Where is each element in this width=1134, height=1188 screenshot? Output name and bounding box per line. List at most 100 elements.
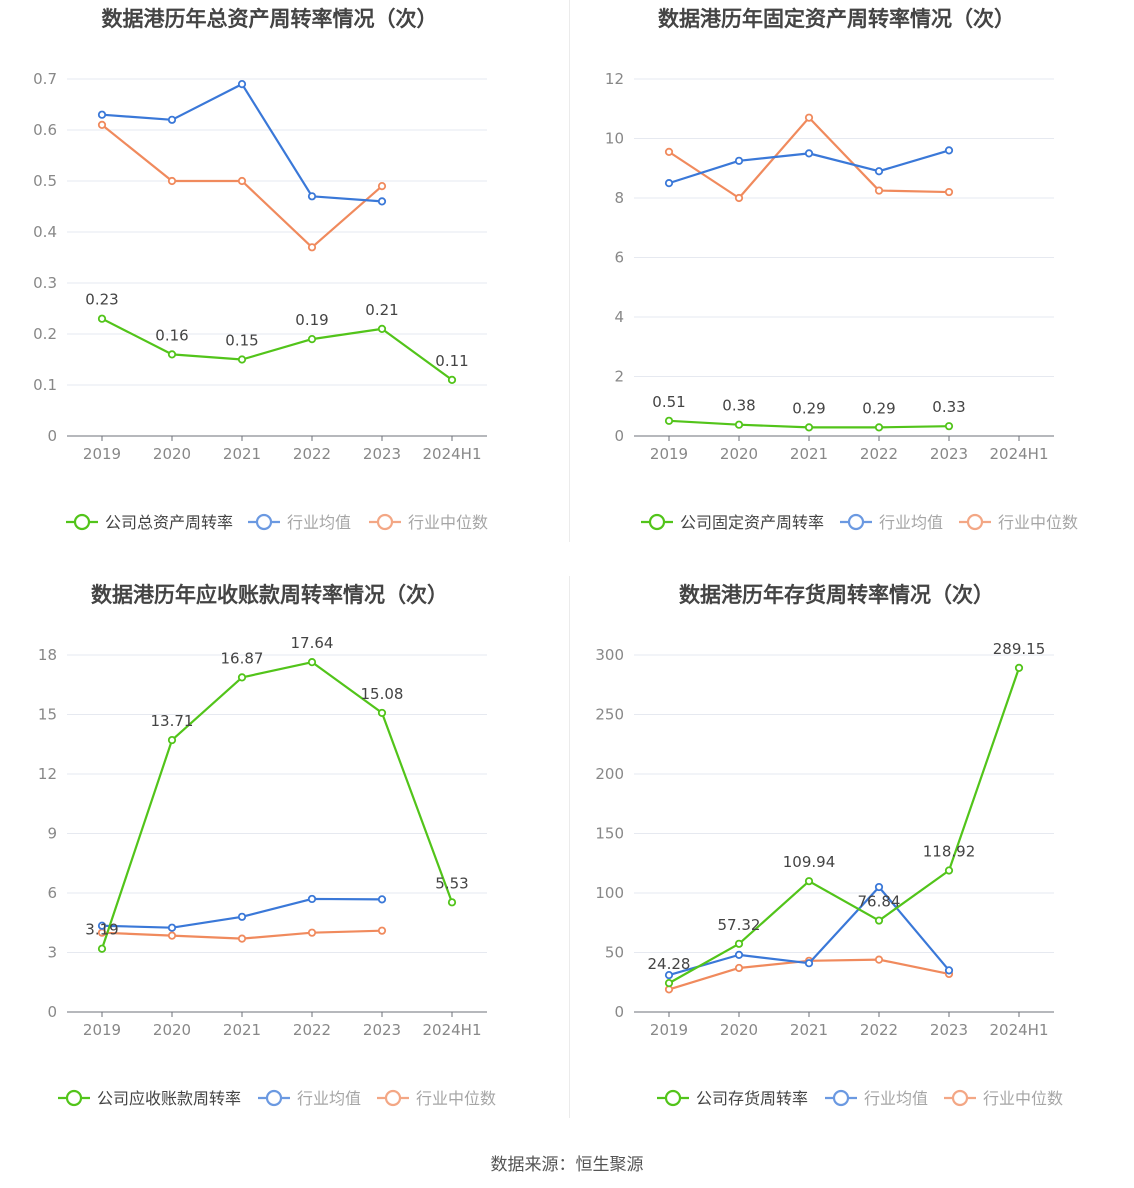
data-point [307, 928, 317, 937]
y-tick-label: 4 [614, 308, 624, 326]
chart-svg: 数据港历年总资产周转率情况（次） 0 0.1 0.2 0.3 0.4 0.5 0.6 0.7 20… [33, 7, 488, 532]
legend-item[interactable]: 行业均值 [248, 513, 351, 532]
x-tick-label: 2022 [860, 1021, 898, 1039]
y-tick-label: 10 [605, 130, 624, 148]
data-point [944, 146, 954, 155]
x-tick-label: 2022 [293, 1021, 331, 1039]
x-tick-label: 2022 [860, 445, 898, 463]
chart-title: 数据港历年应收账款周转率情况（次） [91, 583, 448, 607]
y-tick-label: 3 [47, 944, 57, 962]
y-tick-label: 0.2 [33, 325, 57, 343]
data-point [377, 197, 387, 206]
series-line [668, 116, 950, 200]
x-tick-label: 2020 [720, 445, 758, 463]
data-label: 15.08 [361, 685, 404, 703]
data-source-note: 数据来源：恒生聚源 [490, 1155, 644, 1175]
legend-item[interactable]: 行业中位数 [959, 513, 1078, 532]
legend-label: 行业均值 [864, 1089, 928, 1108]
data-point [97, 110, 107, 119]
y-tick-label: 18 [38, 646, 57, 664]
data-point [944, 966, 954, 975]
panel-divider [569, 576, 570, 1118]
data-label: 17.64 [291, 634, 334, 652]
legend-item[interactable]: 行业均值 [825, 1089, 928, 1108]
data-point [237, 912, 247, 921]
data-point [874, 186, 884, 195]
data-point [944, 187, 954, 197]
data-label: 0.38 [722, 397, 755, 415]
y-tick-label: 9 [47, 825, 57, 843]
y-tick-label: 0 [47, 1003, 57, 1021]
data-point [167, 115, 177, 124]
legend-label: 公司总资产周转率 [105, 513, 233, 532]
legend-label: 公司固定资产周转率 [680, 513, 824, 532]
chart-svg: 数据港历年存货周转率情况（次） 0 50 100 150 200 250 300 2019 202… [595, 583, 1063, 1108]
y-tick-label: 200 [595, 765, 624, 783]
data-label: 118.92 [923, 842, 976, 860]
x-tick-label: 2019 [83, 1021, 121, 1039]
data-point [664, 416, 674, 425]
data-point [167, 350, 177, 359]
x-tick-label: 2022 [293, 445, 331, 463]
data-point [167, 931, 177, 940]
chart-svg: 数据港历年应收账款周转率情况（次） 0 3 6 9 12 15 18 2019 2020 2021 2… [38, 583, 496, 1108]
chart-svg: 数据港历年固定资产周转率情况（次） 0 2 4 6 8 10 12 2019 2020 2021 20… [605, 7, 1078, 532]
x-tick-label: 2023 [930, 445, 968, 463]
data-point [377, 708, 387, 718]
series-line [101, 124, 383, 249]
y-tick-label: 6 [614, 249, 624, 267]
data-point [804, 113, 814, 122]
legend-item[interactable]: 公司固定资产周转率 [641, 513, 824, 532]
chart-title: 数据港历年存货周转率情况（次） [679, 583, 994, 607]
y-tick-label: 150 [595, 825, 624, 843]
legend-item[interactable]: 公司存货周转率 [657, 1089, 808, 1108]
data-point [664, 179, 674, 188]
x-tick-label: 2024H1 [990, 445, 1049, 463]
data-point [377, 182, 387, 191]
x-tick-label: 2020 [153, 1021, 191, 1039]
series-line [668, 667, 1021, 985]
y-tick-label: 0.4 [33, 223, 57, 241]
x-tick-label: 2019 [650, 445, 688, 463]
x-tick-label: 2021 [223, 1021, 261, 1039]
data-point [97, 921, 107, 930]
data-point [167, 176, 177, 186]
data-point [734, 156, 744, 165]
data-label: 24.28 [648, 955, 691, 973]
data-label: 289.15 [993, 640, 1046, 658]
legend-item[interactable]: 行业中位数 [944, 1089, 1063, 1108]
y-tick-label: 300 [595, 646, 624, 664]
series-line [100, 661, 454, 950]
legend-label: 行业中位数 [998, 513, 1078, 532]
x-tick-label: 2023 [363, 1021, 401, 1039]
legend-label: 行业均值 [297, 1089, 361, 1108]
series-line [101, 317, 453, 381]
data-point [447, 898, 457, 907]
data-label: 16.87 [221, 649, 264, 667]
data-point [734, 939, 744, 948]
x-tick-label: 2023 [930, 1021, 968, 1039]
data-point [307, 894, 317, 904]
y-tick-label: 100 [595, 884, 624, 902]
y-tick-label: 0.1 [33, 376, 57, 394]
data-label: 0.33 [932, 398, 965, 416]
data-label: 0.11 [435, 352, 468, 370]
chart-title: 数据港历年固定资产周转率情况（次） [658, 7, 1015, 31]
data-point [97, 944, 107, 953]
data-point [874, 167, 884, 176]
legend-item[interactable]: 行业中位数 [377, 1089, 496, 1108]
legend-item[interactable]: 行业均值 [840, 513, 943, 532]
x-tick-label: 2019 [650, 1021, 688, 1039]
legend-item[interactable]: 公司应收账款周转率 [58, 1089, 241, 1108]
data-label: 0.15 [225, 332, 258, 350]
x-tick-label: 2021 [223, 445, 261, 463]
data-point [167, 735, 177, 745]
data-point [237, 355, 247, 364]
y-tick-label: 250 [595, 706, 624, 724]
legend-item[interactable]: 行业中位数 [369, 513, 488, 532]
legend-item[interactable]: 公司总资产周转率 [66, 513, 233, 532]
legend-label: 公司应收账款周转率 [97, 1089, 241, 1108]
data-point [237, 176, 247, 186]
data-point [874, 882, 884, 892]
legend-item[interactable]: 行业均值 [258, 1089, 361, 1108]
